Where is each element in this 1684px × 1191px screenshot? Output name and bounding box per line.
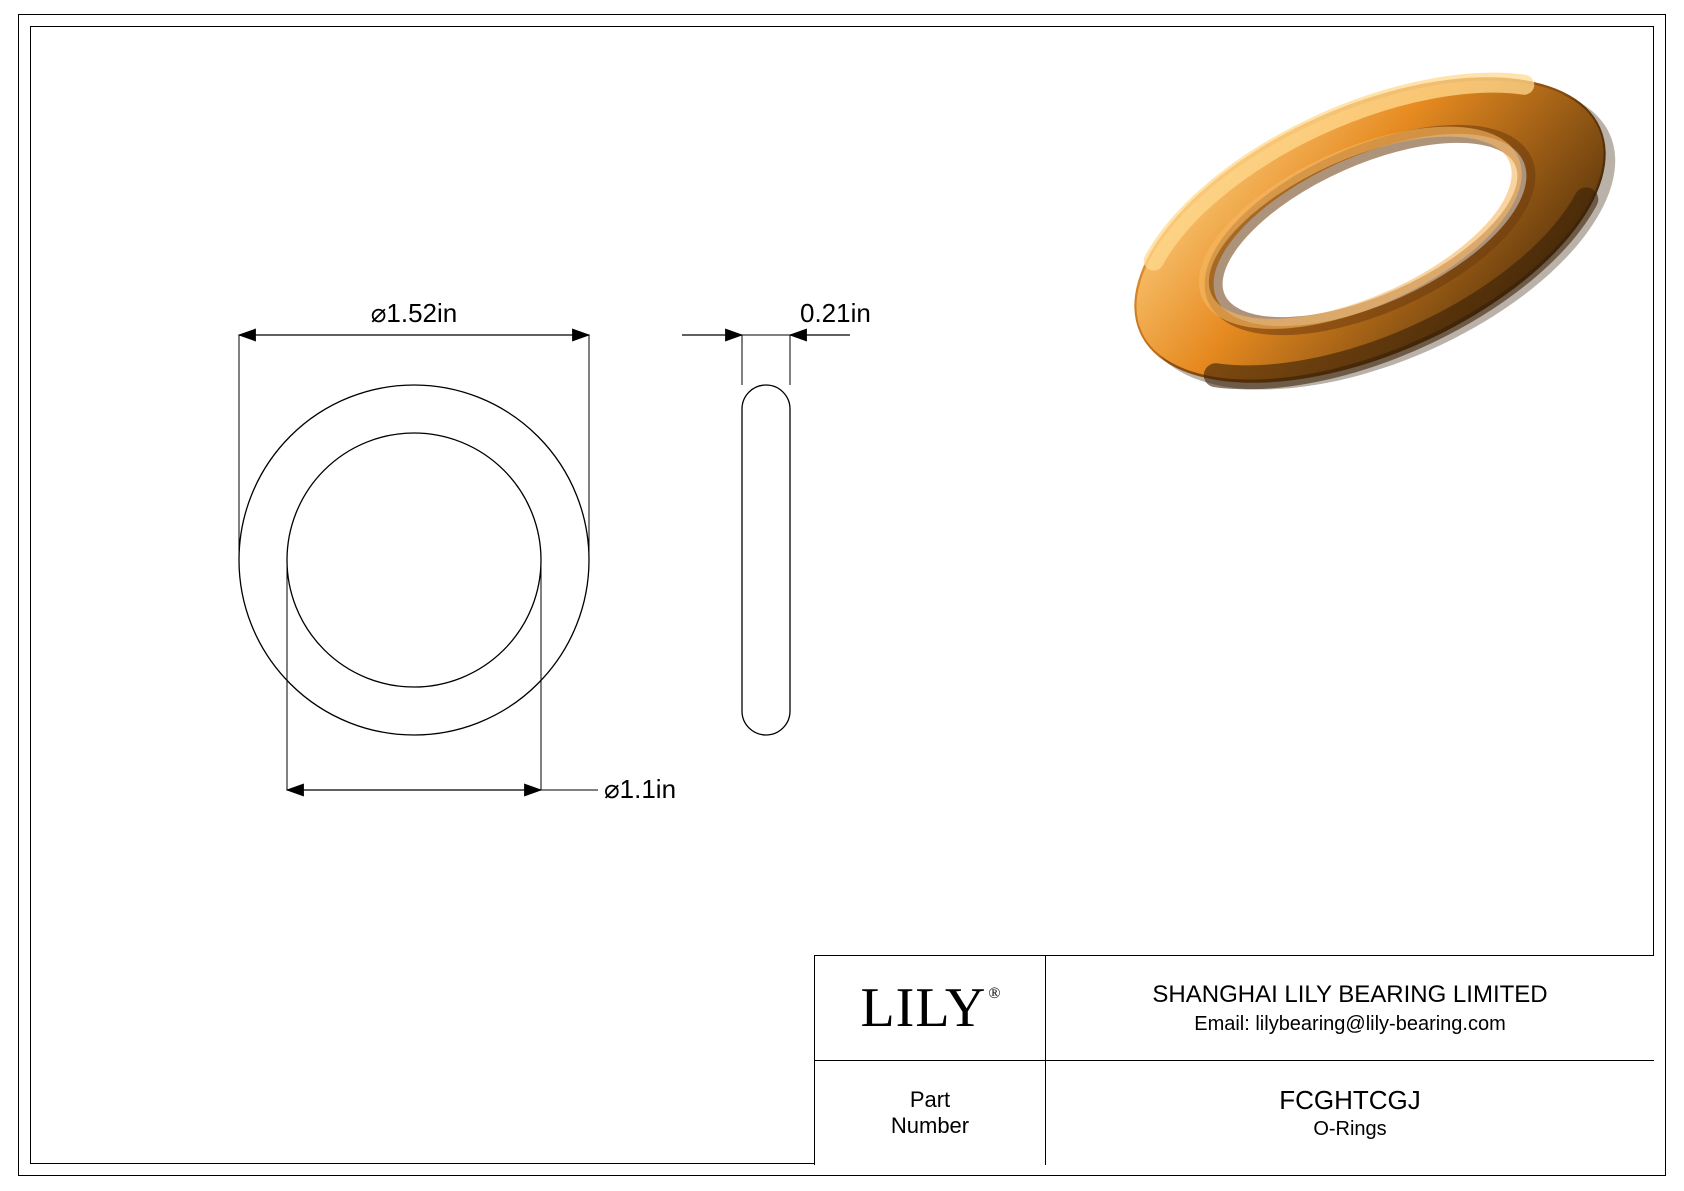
oring-3d-render [1089,12,1660,455]
title-block-row-company: LILY® SHANGHAI LILY BEARING LIMITED Emai… [815,956,1654,1061]
part-number-value-cell: FCGHTCGJ O-Rings [1045,1061,1654,1165]
outer-diameter-label: ⌀1.52in [371,298,458,328]
logo-text: LILY® [860,976,999,1040]
title-block: LILY® SHANGHAI LILY BEARING LIMITED Emai… [814,955,1654,1165]
logo-cell: LILY® [815,956,1045,1060]
inner-diameter-label: ⌀1.1in [604,774,676,804]
side-view: 0.21in [682,298,871,735]
title-block-row-part: Part Number FCGHTCGJ O-Rings [815,1061,1654,1165]
registered-mark: ® [988,985,1001,1002]
part-number-label-cell: Part Number [815,1061,1045,1165]
front-view: ⌀1.52in ⌀1.1in [239,298,676,804]
part-number-label-line1: Part [910,1087,950,1113]
company-email: Email: lilybearing@lily-bearing.com [1194,1013,1506,1036]
part-number-value: FCGHTCGJ [1279,1085,1421,1116]
thickness-label: 0.21in [800,298,871,328]
company-name: SHANGHAI LILY BEARING LIMITED [1152,981,1547,1009]
part-number-label-line2: Number [891,1113,969,1139]
logo-name: LILY [860,977,986,1039]
part-description: O-Rings [1313,1118,1386,1141]
company-cell: SHANGHAI LILY BEARING LIMITED Email: lil… [1045,956,1654,1060]
